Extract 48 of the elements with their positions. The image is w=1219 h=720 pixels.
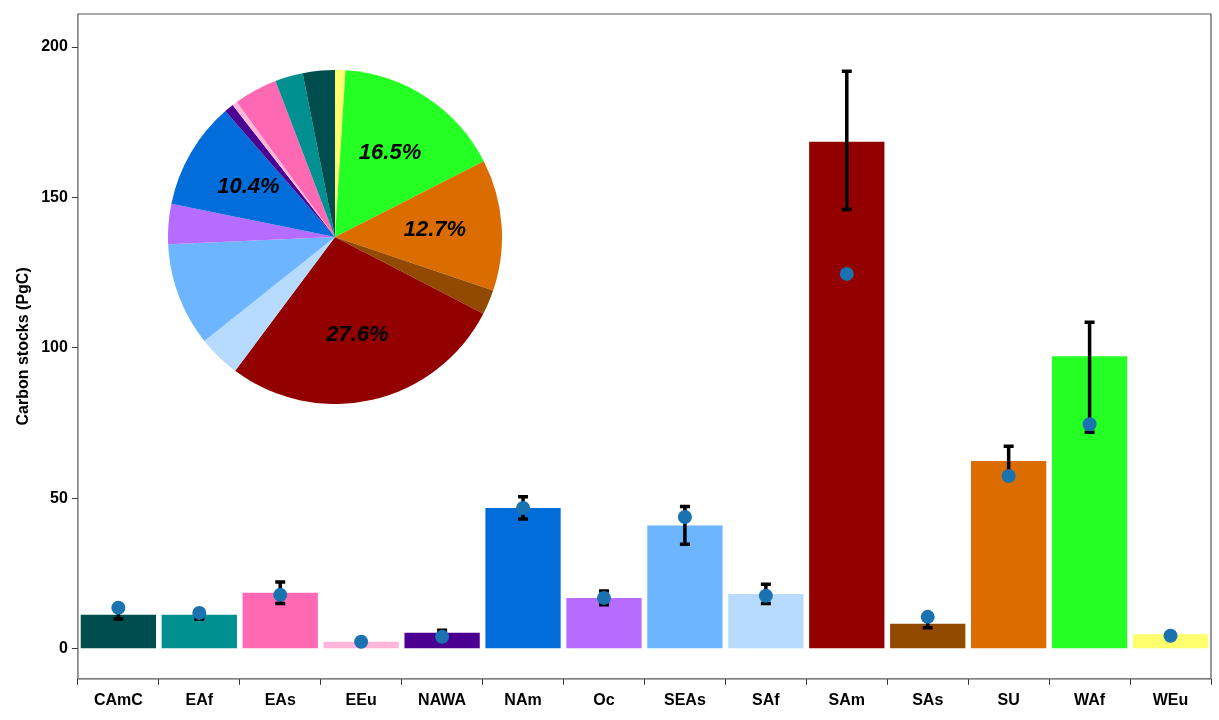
x-tick-label: SAf xyxy=(752,690,781,708)
data-label: 12.7% xyxy=(403,215,467,241)
bar xyxy=(80,614,156,649)
bar xyxy=(809,141,885,649)
y-tick-label: 150 xyxy=(41,187,68,205)
y-tick-label: 50 xyxy=(50,488,68,506)
data-label: 16.5% xyxy=(358,139,422,165)
bar xyxy=(161,614,237,649)
x-tick-label: WAf xyxy=(1074,690,1106,708)
bar xyxy=(242,592,318,649)
point xyxy=(435,629,450,644)
point xyxy=(677,509,692,524)
x-tick-label: EAs xyxy=(264,690,296,708)
point xyxy=(516,500,531,515)
y-tick-label: 200 xyxy=(41,37,68,55)
x-tick-label: EAf xyxy=(185,690,214,708)
bar xyxy=(566,597,642,649)
y-tick-label: 100 xyxy=(41,338,68,356)
x-tick-label: NAWA xyxy=(418,690,467,708)
y-tick-label: 0 xyxy=(58,639,68,657)
point xyxy=(920,609,935,624)
x-tick-label: EEu xyxy=(345,690,377,708)
point xyxy=(839,266,854,281)
bar xyxy=(1132,634,1209,649)
x-tick-label: CAmC xyxy=(93,690,144,708)
bar xyxy=(890,623,966,649)
x-tick-label: NAm xyxy=(504,690,542,708)
x-tick-label: Oc xyxy=(593,690,615,708)
bar xyxy=(728,593,804,649)
y-axis-title: Carbon stocks (PgC) xyxy=(14,267,32,426)
data-label: 27.6% xyxy=(325,320,389,346)
point xyxy=(758,588,773,603)
x-tick-label: SU xyxy=(997,690,1020,708)
bar xyxy=(485,507,561,649)
x-tick-label: SAs xyxy=(912,690,944,708)
bar xyxy=(971,461,1047,649)
point xyxy=(273,587,288,602)
x-tick-label: SAm xyxy=(828,690,866,708)
point xyxy=(1001,469,1016,484)
x-tick-label: SEAs xyxy=(664,690,706,708)
bar xyxy=(1051,356,1128,649)
bar xyxy=(647,525,723,649)
data-label: 10.4% xyxy=(217,172,280,198)
point xyxy=(1163,628,1178,643)
point xyxy=(111,600,126,615)
point xyxy=(354,634,369,649)
point xyxy=(1082,417,1097,432)
x-tick-label: WEu xyxy=(1152,690,1189,708)
